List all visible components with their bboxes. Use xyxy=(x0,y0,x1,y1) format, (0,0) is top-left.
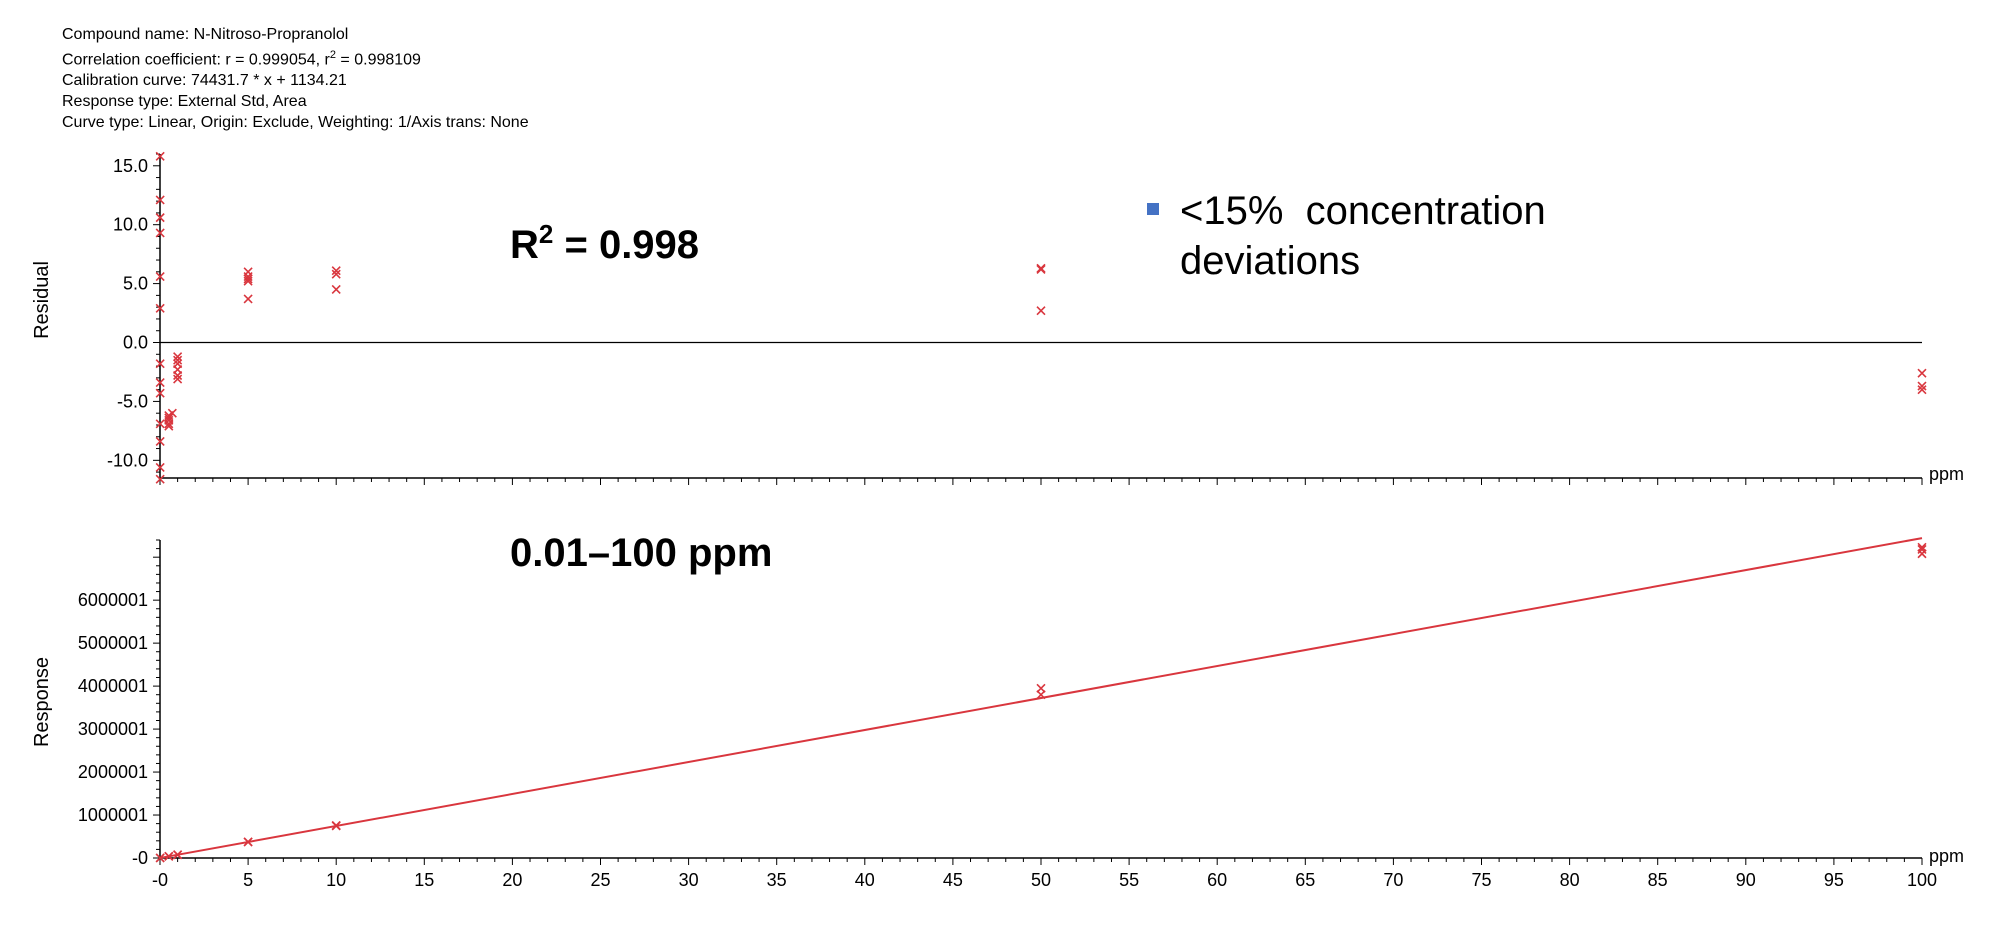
response-x-tick-label: 50 xyxy=(1031,870,1051,890)
correlation-suffix: = 0.998109 xyxy=(335,51,421,69)
residual-plot: Residual ppm R2 = 0.998 <15% concentrati… xyxy=(31,151,1964,485)
residual-y-tick-label: 5.0 xyxy=(123,274,148,294)
response-point xyxy=(155,853,165,863)
response-y-tick-label: 5000001 xyxy=(78,633,148,653)
response-y-tick-label: 1000001 xyxy=(78,805,148,825)
residual-point xyxy=(173,370,183,381)
residual-point xyxy=(173,374,183,384)
curve-type: Curve type: Linear, Origin: Exclude, Wei… xyxy=(62,114,529,132)
legend-text-line2: deviations xyxy=(1180,239,1360,283)
residual-point xyxy=(155,419,165,429)
residual-y-axis-label: Residual xyxy=(31,261,53,339)
residual-point xyxy=(167,408,177,418)
legend-text-line1: <15% concentration xyxy=(1180,189,1546,233)
calibration-fit-line xyxy=(159,537,1923,859)
response-y-tick-label: 4000001 xyxy=(78,676,148,696)
response-y-tick-label: 3000001 xyxy=(78,719,148,739)
residual-point xyxy=(331,269,341,279)
residual-point xyxy=(155,378,165,388)
residual-point xyxy=(1917,368,1927,378)
response-x-tick-label: 75 xyxy=(1471,870,1491,890)
residual-y-tick-label: 10.0 xyxy=(113,215,148,235)
response-y-tick-label: 6000001 xyxy=(78,590,148,610)
response-y-tick-label: 2000001 xyxy=(78,762,148,782)
residual-point xyxy=(1036,306,1046,316)
correlation-sup: 2 xyxy=(329,49,336,61)
residual-y-tick-label: 15.0 xyxy=(113,156,148,176)
response-point xyxy=(1036,683,1046,693)
residual-point xyxy=(1917,381,1927,391)
residual-point xyxy=(164,421,174,431)
legend-square-icon xyxy=(1147,203,1159,215)
response-x-tick-label: 95 xyxy=(1824,870,1844,890)
residual-x-unit: ppm xyxy=(1929,464,1964,484)
response-x-tick-label: 30 xyxy=(679,870,699,890)
residual-y-tick-label: 0.0 xyxy=(123,333,148,353)
residual-point xyxy=(155,195,165,205)
residual-point xyxy=(243,276,253,286)
residual-point xyxy=(155,303,165,313)
residual-point xyxy=(155,474,165,484)
residual-point xyxy=(331,266,341,276)
response-point xyxy=(164,851,174,861)
response-x-tick-label: 55 xyxy=(1119,870,1139,890)
residual-point xyxy=(155,359,165,369)
correlation-coefficient: Correlation coefficient: r = 0.999054, r… xyxy=(62,45,529,70)
range-annotation: 0.01–100 ppm xyxy=(510,531,772,575)
response-x-tick-label: 100 xyxy=(1907,870,1937,890)
response-y-axis-label: Response xyxy=(31,657,53,747)
response-point xyxy=(331,820,341,830)
residual-point xyxy=(1036,264,1046,275)
calibration-curve: Calibration curve: 74431.7 * x + 1134.21 xyxy=(62,72,347,90)
residual-point xyxy=(173,352,183,362)
response-x-tick-label: 10 xyxy=(326,870,346,890)
correlation-prefix: Correlation coefficient: r = 0.999054, r xyxy=(62,51,330,69)
response-x-tick-label: 20 xyxy=(502,870,522,890)
residual-point xyxy=(155,151,165,161)
response-x-tick-label: 35 xyxy=(767,870,787,890)
response-point xyxy=(1917,542,1927,552)
r-squared-annotation: R2 = 0.998 xyxy=(510,219,699,267)
compound-name: Compound name: N-Nitroso-Propranolol xyxy=(62,26,349,43)
residual-point xyxy=(331,284,341,295)
residual-point xyxy=(155,436,165,447)
compound-info: Compound name: N-Nitroso-Propranolol Cor… xyxy=(62,24,529,133)
response-type: Response type: External Std, Area xyxy=(62,93,307,111)
response-x-tick-label: 15 xyxy=(414,870,434,890)
response-x-tick-label: 25 xyxy=(590,870,610,890)
response-y-tick-label: -0 xyxy=(132,848,148,868)
response-x-tick-label: 90 xyxy=(1736,870,1756,890)
response-x-tick-label: 5 xyxy=(243,870,253,890)
residual-point xyxy=(155,213,165,223)
response-x-tick-label: 65 xyxy=(1295,870,1315,890)
residual-point xyxy=(243,274,253,284)
residual-y-tick-label: -10.0 xyxy=(107,450,148,470)
residual-point xyxy=(155,388,165,398)
response-x-tick-label: 45 xyxy=(943,870,963,890)
response-x-tick-label: 80 xyxy=(1560,870,1580,890)
residual-point xyxy=(1917,385,1927,395)
r-squared-sup: 2 xyxy=(539,219,553,249)
response-point xyxy=(173,850,183,860)
residual-y-tick-label: -5.0 xyxy=(117,391,148,411)
response-x-unit: ppm xyxy=(1929,846,1964,866)
residual-point xyxy=(164,413,174,423)
r-squared-base: R xyxy=(510,223,539,267)
response-point xyxy=(1917,544,1927,555)
residual-point xyxy=(173,355,183,365)
residual-point xyxy=(155,462,165,472)
response-x-tick-label: -0 xyxy=(152,870,168,890)
r-squared-value: = 0.998 xyxy=(553,223,699,267)
residual-point xyxy=(243,294,253,304)
response-x-tick-label: 85 xyxy=(1648,870,1668,890)
response-plot: Response ppm 0.01–100 ppm -0 1000001 20000… xyxy=(31,531,1964,890)
residual-point xyxy=(155,228,165,238)
residual-point xyxy=(1036,263,1046,273)
response-x-tick-label: 70 xyxy=(1383,870,1403,890)
residual-point xyxy=(155,271,165,282)
response-x-tick-label: 40 xyxy=(855,870,875,890)
response-x-tick-label: 60 xyxy=(1207,870,1227,890)
response-point xyxy=(243,837,253,847)
